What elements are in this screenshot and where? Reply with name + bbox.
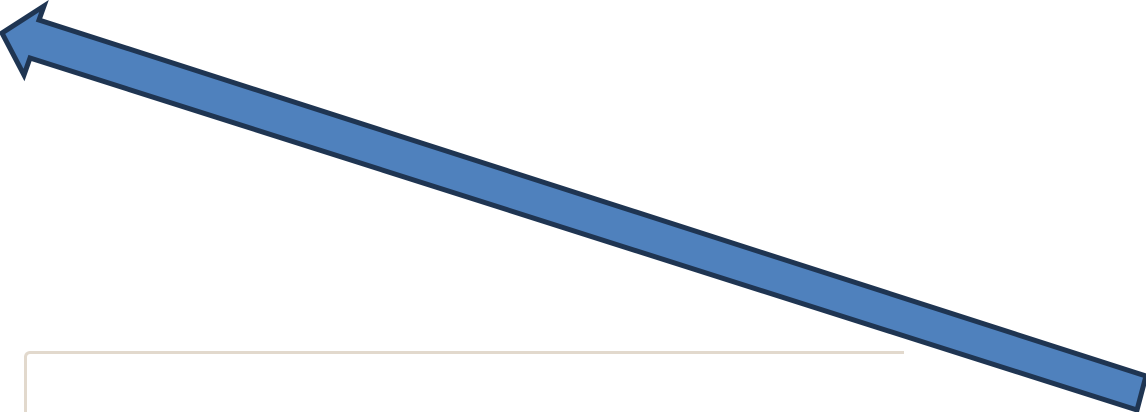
panel-frame: [24, 351, 904, 412]
